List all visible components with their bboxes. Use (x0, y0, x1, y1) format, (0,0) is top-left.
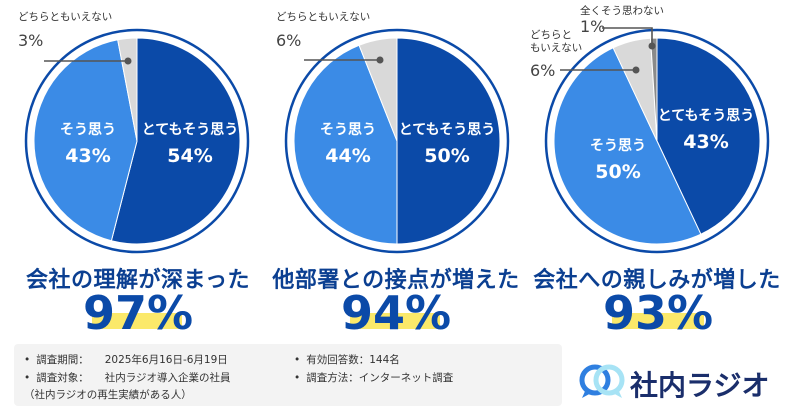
survey-period: • 調査期間： 2025年6月16日-6月19日 (24, 354, 228, 366)
chart-3-slice-4-leader-line (602, 27, 653, 46)
survey-info-box: • 調査期間： 2025年6月16日-6月19日 • 調査対象： 社内ラジオ導入企業の社… (14, 344, 562, 406)
survey-method: • 調査方法：インターネット調査 (294, 372, 454, 384)
chart-2-slice-2-value: 44% (325, 145, 370, 167)
chart-3-title: 会社への親しみが増した (533, 268, 781, 293)
chart-3-slice-3-label: もいえない (530, 42, 582, 54)
chart-3-slice-2-label: そう思う (590, 138, 646, 154)
chart-3-slice-4-label: 全くそう思わない (580, 4, 664, 17)
chart-1-total-highlight (92, 313, 182, 329)
survey-responses: • 有効回答数：144名 (294, 354, 400, 366)
chart-3-total-highlight (612, 313, 704, 329)
chart-3-slice-3-value: 6% (530, 61, 555, 80)
survey-target: • 調査対象： 社内ラジオ導入企業の社員 (24, 372, 231, 384)
chart-3-total: 93% (602, 286, 714, 340)
chart-2-slice-3-leader-dot (376, 56, 384, 64)
chart-2-title: 他部署との接点が増えた (272, 268, 520, 293)
chart-2-slice-2 (293, 44, 398, 245)
chart-3-slice-1-value: 43% (683, 131, 728, 153)
chart-3-slice-4-leader-dot (648, 42, 656, 50)
chart-2-slice-1-label: とてもそう思う (399, 122, 496, 138)
chart-2-total-highlight (350, 313, 440, 329)
chart-1-slice-3-label: どちらともいえない (18, 11, 112, 23)
chart-3-slice-2 (553, 47, 702, 245)
chart-3-slice-4-value: 1% (580, 17, 605, 36)
chart-1-slice-1-value: 54% (167, 145, 212, 167)
chart-1-slice-3 (117, 37, 138, 142)
logo: 社内ラジオ (578, 362, 788, 402)
logo-speech-bubbles-icon (579, 364, 625, 398)
chart-1-slice-2 (33, 39, 138, 242)
chart-1-title: 会社の理解が深まった (25, 268, 251, 293)
chart-2-slice-3-label: どちらともいえない (276, 11, 370, 23)
chart-2-outer-ring (284, 28, 510, 254)
chart-1-slice-3-leader-dot (124, 57, 132, 65)
logo-text: 社内ラジオ (630, 369, 770, 402)
chart-2-slice-1 (396, 37, 501, 245)
chart-1-slice-2-value: 43% (65, 145, 110, 167)
chart-1-slice-3-value: 3% (18, 31, 43, 50)
survey-target-note: （社内ラジオの再生実績がある人） (24, 389, 192, 401)
chart-1-outer-ring (24, 28, 250, 254)
chart-2-slice-1-value: 50% (424, 145, 469, 167)
chart-3-slice-3-label: どちらと (530, 29, 572, 41)
chart-3-slice-1 (656, 37, 761, 235)
chart-1-slice-1 (110, 37, 241, 245)
chart-2-slice-2-label: そう思う (320, 122, 376, 138)
chart-1-slice-1-label: とてもそう思う (142, 122, 239, 138)
chart-1-slice-2-label: そう思う (60, 122, 116, 138)
chart-3-slice-3-leader-dot (632, 66, 640, 74)
chart-2-slice-3-value: 6% (276, 31, 301, 50)
chart-3-slice-2-value: 50% (595, 161, 640, 183)
chart-3-outer-ring (544, 28, 770, 254)
chart-2-slice-3 (358, 37, 398, 142)
chart-2-total: 94% (340, 286, 452, 340)
chart-3-slice-4 (649, 37, 658, 142)
chart-1-total: 97% (82, 286, 194, 340)
chart-3-slice-1-label: とてもそう思う (658, 108, 755, 124)
